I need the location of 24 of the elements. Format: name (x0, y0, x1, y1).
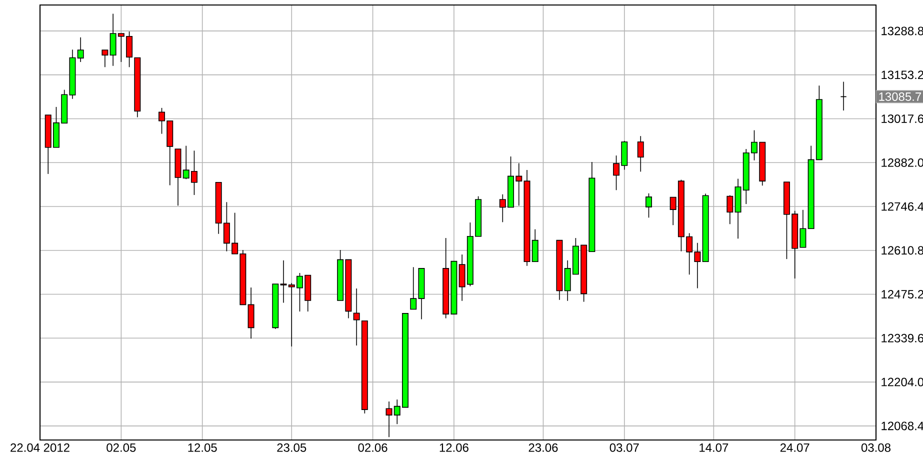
y-tick-label: 12475.2 (882, 290, 923, 299)
candlestick (840, 81, 847, 111)
candlestick (353, 288, 360, 346)
candlestick (637, 136, 644, 172)
x-tick-label: 24.07 (780, 443, 810, 452)
x-tick-label: 23.05 (277, 443, 306, 452)
candlestick (280, 260, 287, 304)
candlestick (248, 287, 254, 340)
x-tick-label: 02.05 (106, 443, 136, 452)
candlestick (646, 192, 652, 218)
x-tick-label: 03.08 (861, 443, 890, 452)
x-tick-label: 03.07 (610, 443, 639, 452)
text: 13085.7 (879, 92, 922, 101)
y-tick-label: 13153.2 (882, 70, 923, 80)
x-tick-label: 14.07 (700, 443, 728, 452)
x-tick-label: 23.06 (528, 443, 558, 452)
x-tick-label: 12.05 (188, 443, 217, 452)
candlestick (77, 36, 84, 62)
x-tick-label: 12.06 (440, 443, 468, 452)
candlestick (102, 50, 108, 68)
candlestick (532, 228, 538, 262)
x-tick-label: 02.06 (358, 443, 388, 452)
x-tick-label: 22.04 2012 (10, 443, 70, 452)
candlestick (726, 194, 734, 225)
